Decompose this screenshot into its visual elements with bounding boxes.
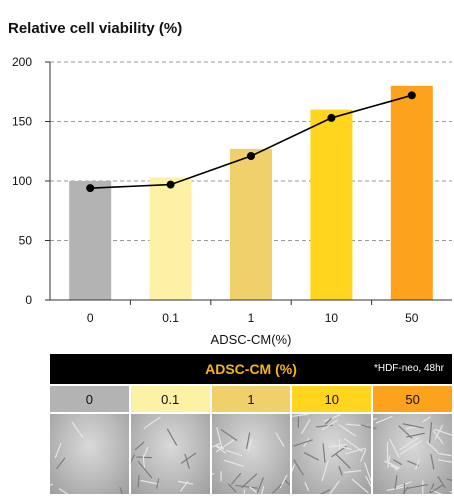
x-tick-label: 0 [87,311,94,325]
line-point-0.1 [166,180,175,189]
concentration-cell-1: 1 [211,386,291,412]
y-tick-label: 100 [12,174,32,188]
concentration-cell-0.1: 0.1 [130,386,210,412]
bar-10 [310,109,353,300]
x-tick-label: 50 [405,311,419,325]
microscopy-panel: ADSC-CM (%) *HDF-neo, 48hr 0 0.1 1 10 50 [50,354,452,494]
line-point-1 [247,152,255,161]
panel-header: ADSC-CM (%) *HDF-neo, 48hr [50,354,452,384]
line-point-0 [86,184,95,193]
concentration-cell-50: 50 [373,386,452,412]
x-axis-label: ADSC-CM(%) [211,332,292,347]
microscopy-image-0.1 [130,414,210,494]
concentration-cell-0: 0 [50,386,129,412]
line-point-50 [407,91,416,100]
bar-1 [230,148,272,300]
microscopy-image-50 [373,414,452,494]
bar-0.1 [149,177,192,300]
chart-title: Relative cell viability (%) [8,20,183,37]
y-tick-label: 150 [12,115,32,129]
concentration-cell-10: 10 [292,386,372,412]
viability-chart: 0 50 100 150 200 0 0.1 1 10 50 ADSC-CM(%) [12,55,452,347]
x-tick-label: 10 [325,311,339,325]
y-tick-label: 50 [19,234,33,248]
bar-0 [69,181,112,300]
bar-50 [390,85,433,300]
panel-header-title: ADSC-CM (%) [205,361,297,377]
x-tick-label: 0.1 [162,311,179,325]
microscopy-image-0 [50,414,129,494]
microscopy-image-10 [292,414,372,494]
y-tick-label: 200 [12,55,32,69]
line-point-10 [327,113,336,122]
x-tick-label: 1 [248,311,255,325]
y-tick-label: 0 [25,293,32,307]
panel-header-note: *HDF-neo, 48hr [373,363,444,374]
microscopy-image-1 [211,414,291,494]
